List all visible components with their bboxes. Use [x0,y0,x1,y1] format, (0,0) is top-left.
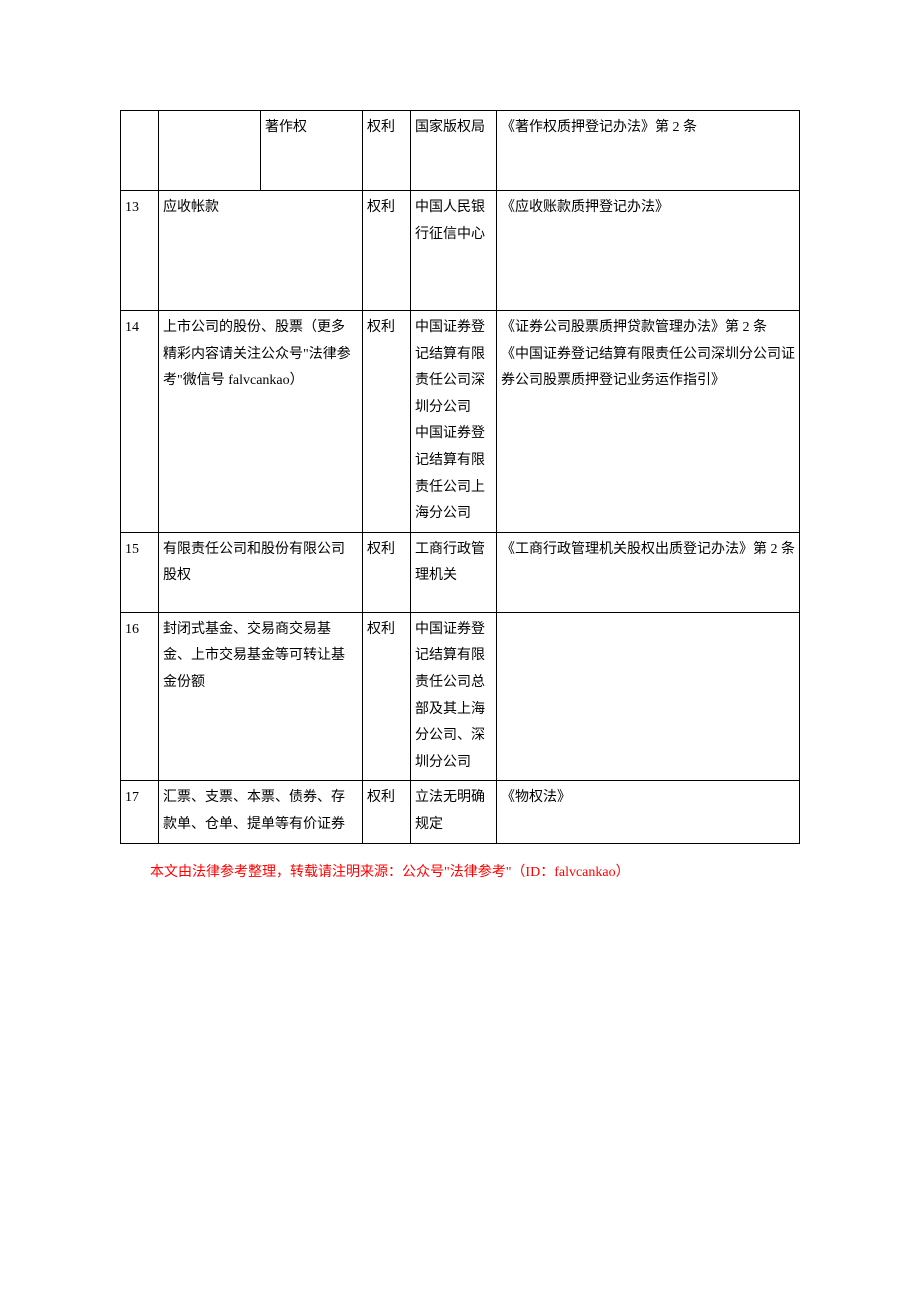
cell-type: 权利 [363,311,411,533]
table-body: 著作权 权利 国家版权局 《著作权质押登记办法》第 2 条 13 应收帐款 权利… [121,111,800,844]
cell-idx [121,111,159,191]
cell-item: 有限责任公司和股份有限公司股权 [159,532,363,612]
table-row: 16 封闭式基金、交易商交易基金、上市交易基金等可转让基金份额 权利 中国证券登… [121,612,800,781]
cell-type: 权利 [363,191,411,311]
table-row: 著作权 权利 国家版权局 《著作权质押登记办法》第 2 条 [121,111,800,191]
cell-item: 汇票、支票、本票、债券、存款单、仓单、提单等有价证券 [159,781,363,843]
cell-idx: 15 [121,532,159,612]
cell-law: 《物权法》 [497,781,800,843]
cell-type: 权利 [363,532,411,612]
cell-law: 《证券公司股票质押贷款管理办法》第 2 条《中国证券登记结算有限责任公司深圳分公… [497,311,800,533]
cell-idx: 14 [121,311,159,533]
cell-item-b: 著作权 [261,111,363,191]
cell-idx: 13 [121,191,159,311]
cell-law: 《应收账款质押登记办法》 [497,191,800,311]
cell-item: 封闭式基金、交易商交易基金、上市交易基金等可转让基金份额 [159,612,363,781]
cell-type: 权利 [363,111,411,191]
pledge-registry-table: 著作权 权利 国家版权局 《著作权质押登记办法》第 2 条 13 应收帐款 权利… [120,110,800,844]
table-row: 14 上市公司的股份、股票（更多精彩内容请关注公众号"法律参考"微信号 falv… [121,311,800,533]
cell-authority: 中国证券登记结算有限责任公司深圳分公司中国证券登记结算有限责任公司上海分公司 [411,311,497,533]
footer-source-note: 本文由法律参考整理，转载请注明来源：公众号"法律参考"（ID：falvcanka… [150,862,800,884]
cell-type: 权利 [363,612,411,781]
cell-authority: 立法无明确规定 [411,781,497,843]
cell-item: 应收帐款 [159,191,363,311]
cell-item: 上市公司的股份、股票（更多精彩内容请关注公众号"法律参考"微信号 falvcan… [159,311,363,533]
table-row: 15 有限责任公司和股份有限公司股权 权利 工商行政管理机关 《工商行政管理机关… [121,532,800,612]
cell-idx: 16 [121,612,159,781]
cell-authority: 工商行政管理机关 [411,532,497,612]
cell-law [497,612,800,781]
cell-authority: 中国证券登记结算有限责任公司总部及其上海分公司、深圳分公司 [411,612,497,781]
cell-authority: 中国人民银行征信中心 [411,191,497,311]
cell-item-a [159,111,261,191]
cell-idx: 17 [121,781,159,843]
cell-law: 《工商行政管理机关股权出质登记办法》第 2 条 [497,532,800,612]
cell-law: 《著作权质押登记办法》第 2 条 [497,111,800,191]
table-row: 17 汇票、支票、本票、债券、存款单、仓单、提单等有价证券 权利 立法无明确规定… [121,781,800,843]
cell-type: 权利 [363,781,411,843]
table-row: 13 应收帐款 权利 中国人民银行征信中心 《应收账款质押登记办法》 [121,191,800,311]
cell-authority: 国家版权局 [411,111,497,191]
document-page: 著作权 权利 国家版权局 《著作权质押登记办法》第 2 条 13 应收帐款 权利… [0,0,920,884]
